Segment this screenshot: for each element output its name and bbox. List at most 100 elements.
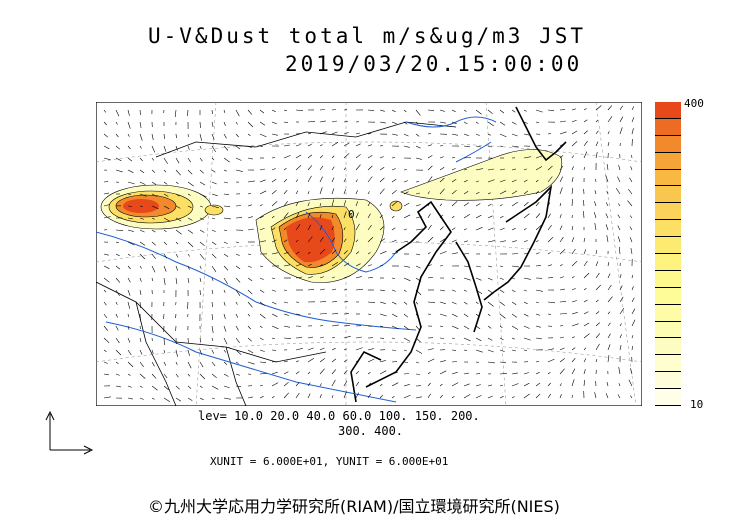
wind-arrow [331, 347, 336, 351]
dust-plume-central: 0 [255, 197, 385, 283]
wind-arrow [583, 260, 588, 267]
wind-arrow [211, 277, 214, 281]
wind-arrow [511, 109, 516, 113]
wind-arrow [487, 301, 494, 307]
wind-arrow [607, 322, 611, 327]
wind-arrow [559, 264, 563, 267]
wind-arrow [463, 228, 467, 231]
wind-arrow [379, 313, 387, 317]
wind-arrow [511, 190, 518, 195]
wind-arrow [283, 168, 287, 171]
wind-arrow [535, 109, 543, 113]
wind-arrow [259, 277, 264, 280]
wind-arrow [259, 313, 266, 319]
wind-arrow [415, 133, 420, 137]
wind-arrow [127, 109, 130, 116]
wind-arrow [403, 325, 409, 330]
wind-arrow [163, 277, 166, 285]
wind-arrow [271, 168, 276, 171]
wind-arrow [607, 284, 612, 291]
wind-arrow [605, 202, 609, 207]
wind-arrow [271, 189, 277, 195]
wind-arrow [211, 337, 214, 341]
wind-arrow [571, 108, 576, 111]
wind-arrow [199, 169, 204, 174]
wind-arrow [199, 253, 205, 260]
wind-arrow [235, 265, 241, 270]
wind-arrow [199, 229, 205, 233]
wind-arrow [379, 360, 386, 363]
wind-arrow [379, 121, 386, 124]
colorbar-swatch [655, 287, 681, 305]
wind-arrow [163, 205, 170, 210]
colorbar [655, 102, 681, 406]
wind-arrow [319, 248, 326, 255]
wind-arrow [595, 141, 599, 147]
wind-arrow [367, 252, 371, 255]
wind-arrow [223, 253, 229, 258]
wind-arrow [259, 190, 267, 195]
wind-arrow [629, 177, 633, 183]
wind-arrow [211, 169, 216, 173]
wind-arrow [235, 277, 241, 283]
wind-arrow [571, 177, 574, 183]
colorbar-swatch [655, 237, 681, 254]
wind-arrow [271, 337, 275, 340]
wind-arrow [415, 204, 421, 207]
wind-arrow [403, 289, 407, 292]
wind-arrow [559, 144, 563, 147]
wind-arrow [187, 157, 191, 163]
wind-arrow [367, 348, 374, 351]
wind-arrow [163, 241, 168, 246]
wind-arrow [175, 265, 178, 271]
wind-arrow [103, 253, 109, 256]
wind-arrow [127, 301, 131, 309]
wind-arrow [403, 313, 409, 318]
wind-arrow [379, 383, 383, 387]
wind-arrow [379, 394, 383, 399]
wind-arrow [499, 396, 504, 399]
wind-arrow [583, 288, 587, 291]
dust-map: 0 [96, 102, 642, 406]
wind-arrow [199, 241, 205, 247]
wind-arrow [175, 253, 179, 258]
wind-arrow [235, 205, 242, 207]
wind-arrow [475, 289, 483, 294]
wind-arrow [199, 361, 204, 368]
wind-arrow [175, 349, 178, 357]
wind-arrow [175, 169, 181, 176]
wind-arrow [307, 382, 311, 387]
wind-arrow [475, 214, 482, 219]
wind-arrow [595, 322, 600, 327]
wind-arrow [451, 325, 459, 330]
wind-arrow [355, 164, 361, 171]
wind-arrow [103, 349, 107, 352]
wind-arrow [103, 277, 110, 283]
wind-arrow [187, 349, 190, 356]
colorbar-swatch [655, 135, 681, 153]
wind-arrow [103, 216, 111, 219]
wind-arrow [331, 395, 334, 399]
wind-arrow [535, 252, 540, 255]
wind-arrow [127, 313, 129, 317]
wind-arrow [223, 217, 231, 220]
wind-arrow [523, 372, 529, 375]
wind-arrow [487, 227, 494, 231]
wind-arrow [630, 368, 633, 375]
wind-arrow [571, 394, 573, 399]
wind-arrow [463, 383, 470, 387]
wind-arrow [559, 288, 565, 291]
wind-arrow [523, 325, 530, 329]
wind-arrow [175, 217, 182, 222]
wind-arrow [259, 109, 265, 114]
wind-arrow [247, 337, 252, 342]
wind-arrow [629, 215, 633, 219]
wind-arrow [103, 133, 109, 138]
wind-arrow [571, 276, 575, 279]
wind-arrow [617, 394, 621, 399]
wind-arrow [271, 179, 277, 183]
wind-arrow [451, 121, 457, 125]
wind-arrow [415, 337, 421, 343]
wind-arrow [451, 157, 455, 159]
wind-arrow [523, 301, 528, 305]
